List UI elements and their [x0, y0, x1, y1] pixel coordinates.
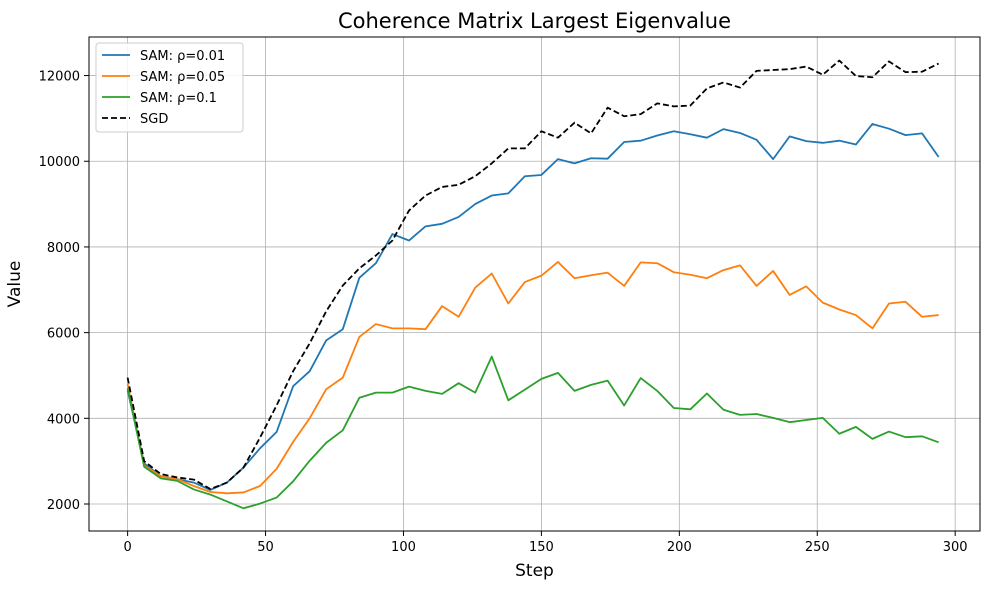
- legend-label: SAM: ρ=0.05: [140, 70, 225, 85]
- chart-title: Coherence Matrix Largest Eigenvalue: [338, 9, 731, 33]
- legend-label: SAM: ρ=0.1: [140, 91, 217, 106]
- y-tick-label: 10000: [39, 155, 80, 170]
- y-axis-title: Value: [5, 261, 25, 308]
- plot-frame: [88, 36, 981, 532]
- x-axis-title: Step: [515, 561, 554, 581]
- y-tick-label: 6000: [47, 327, 80, 342]
- series-line-3: [126, 355, 939, 510]
- y-tick-label: 2000: [47, 498, 80, 513]
- series-line-4: [126, 59, 940, 490]
- axis-ticks: 0 50 100 150 200 250 300 2000 4000 6000 8000 10000 1…: [39, 70, 968, 555]
- x-tick-label: 50: [257, 540, 274, 555]
- gridlines: [89, 37, 980, 531]
- y-tick-label: 4000: [47, 412, 80, 427]
- series-line-2: [126, 261, 939, 495]
- series-lines: [126, 59, 940, 510]
- legend: SAM: ρ=0.01 SAM: ρ=0.05 SAM: ρ=0.1 SGD: [95, 42, 244, 133]
- y-tick-label: 8000: [47, 241, 80, 256]
- x-tick-label: 250: [805, 540, 830, 555]
- legend-label: SAM: ρ=0.01: [140, 49, 225, 64]
- x-tick-label: 100: [391, 540, 416, 555]
- y-tick-label: 12000: [39, 70, 80, 85]
- legend-label: SGD: [140, 112, 168, 127]
- x-tick-label: 200: [667, 540, 692, 555]
- series-line-1: [126, 123, 940, 491]
- x-tick-label: 300: [943, 540, 968, 555]
- x-tick-label: 0: [123, 540, 131, 555]
- x-tick-label: 150: [529, 540, 554, 555]
- legend-box: [95, 42, 244, 133]
